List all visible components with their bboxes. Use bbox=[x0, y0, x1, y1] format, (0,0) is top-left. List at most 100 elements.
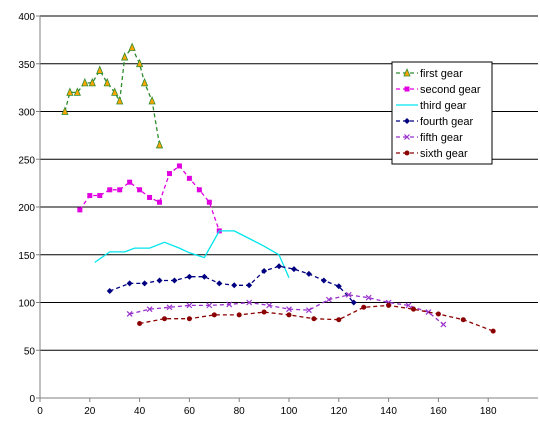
data-point bbox=[141, 280, 148, 287]
data-point bbox=[286, 306, 292, 313]
data-point bbox=[266, 302, 273, 309]
data-point bbox=[425, 309, 432, 315]
data-point bbox=[81, 77, 89, 87]
series-3 bbox=[94, 230, 290, 278]
data-point bbox=[77, 207, 83, 213]
series-line bbox=[94, 230, 290, 278]
data-point bbox=[236, 312, 242, 318]
series-line bbox=[139, 304, 494, 332]
data-point bbox=[305, 270, 312, 277]
series-layer bbox=[61, 42, 496, 334]
legend-item: fifth gear bbox=[396, 132, 463, 144]
axes: 0 50 100 150 200 250 300 350 400 0 20 40 60 80 100 120 1… bbox=[18, 12, 538, 417]
gridlines bbox=[40, 15, 538, 351]
y-tick-label: 300 bbox=[18, 108, 35, 119]
data-point bbox=[261, 267, 268, 274]
data-point bbox=[135, 58, 144, 68]
data-point bbox=[405, 302, 412, 309]
data-point bbox=[490, 328, 496, 334]
data-point bbox=[156, 277, 163, 284]
data-point bbox=[146, 306, 153, 313]
data-point bbox=[157, 199, 163, 205]
y-tick-label: 50 bbox=[24, 346, 36, 357]
data-point bbox=[386, 302, 392, 308]
data-point bbox=[66, 87, 74, 96]
data-point bbox=[231, 282, 238, 289]
legend: first gear second gear third gear fourth ge… bbox=[391, 61, 493, 165]
data-point bbox=[107, 187, 113, 193]
x-tick-label: 120 bbox=[330, 406, 347, 417]
data-point bbox=[166, 171, 172, 177]
data-point bbox=[196, 187, 202, 193]
data-point bbox=[325, 296, 332, 303]
data-point bbox=[147, 194, 153, 200]
x-tick-label: 60 bbox=[184, 406, 196, 417]
y-tick-label: 250 bbox=[18, 155, 35, 166]
data-point bbox=[403, 67, 411, 77]
x-tick-label: 160 bbox=[430, 406, 447, 417]
legend-label: fifth gear bbox=[420, 132, 463, 144]
data-point bbox=[162, 316, 167, 322]
data-point bbox=[117, 187, 123, 193]
data-point bbox=[140, 77, 149, 87]
legend-item: third gear bbox=[396, 100, 467, 112]
data-point bbox=[226, 301, 233, 308]
data-point bbox=[148, 95, 156, 105]
data-point bbox=[97, 193, 103, 199]
data-point bbox=[320, 277, 327, 284]
data-point bbox=[361, 304, 367, 310]
series-1 bbox=[61, 42, 164, 149]
data-point bbox=[186, 316, 192, 322]
data-point bbox=[127, 179, 133, 185]
data-point bbox=[126, 311, 133, 317]
legend-label: first gear bbox=[420, 68, 463, 80]
data-point bbox=[336, 317, 342, 323]
series-4 bbox=[106, 263, 357, 306]
data-point bbox=[155, 139, 164, 149]
data-point bbox=[206, 199, 212, 205]
data-point bbox=[96, 65, 104, 74]
data-point bbox=[440, 321, 447, 328]
data-point bbox=[137, 187, 143, 193]
legend-label: sixth gear bbox=[420, 148, 468, 160]
data-point bbox=[186, 175, 192, 181]
data-point bbox=[404, 150, 410, 156]
data-point bbox=[290, 266, 297, 273]
data-point bbox=[116, 95, 124, 105]
series-6 bbox=[137, 302, 496, 334]
data-point bbox=[305, 307, 312, 314]
data-point bbox=[311, 316, 317, 322]
series-line bbox=[129, 294, 444, 326]
x-tick-label: 80 bbox=[234, 406, 246, 417]
series-line bbox=[64, 46, 161, 146]
legend-item: sixth gear bbox=[396, 148, 468, 160]
data-point bbox=[171, 277, 178, 284]
data-point bbox=[216, 280, 223, 287]
data-point bbox=[261, 309, 267, 315]
legend-label: third gear bbox=[420, 100, 467, 112]
data-point bbox=[404, 134, 410, 140]
data-point bbox=[137, 321, 143, 327]
legend-item: first gear bbox=[396, 67, 463, 80]
data-point bbox=[103, 77, 111, 87]
legend-box bbox=[391, 61, 493, 165]
legend-label: second gear bbox=[420, 84, 481, 96]
data-point bbox=[126, 280, 133, 287]
y-tick-label: 200 bbox=[18, 203, 35, 214]
data-point bbox=[276, 263, 283, 270]
legend-item: fourth gear bbox=[396, 116, 474, 128]
data-point bbox=[350, 299, 357, 306]
y-tick-label: 350 bbox=[18, 60, 35, 71]
data-point bbox=[73, 87, 81, 96]
legend-item: second gear bbox=[396, 84, 481, 96]
x-tick-label: 0 bbox=[37, 406, 43, 417]
series-5 bbox=[126, 291, 447, 328]
x-tick-label: 100 bbox=[281, 406, 298, 417]
data-point bbox=[411, 306, 416, 312]
data-point bbox=[435, 311, 441, 317]
data-point bbox=[246, 299, 253, 306]
y-tick-label: 150 bbox=[18, 251, 35, 262]
data-point bbox=[206, 302, 213, 309]
data-point bbox=[335, 283, 342, 290]
